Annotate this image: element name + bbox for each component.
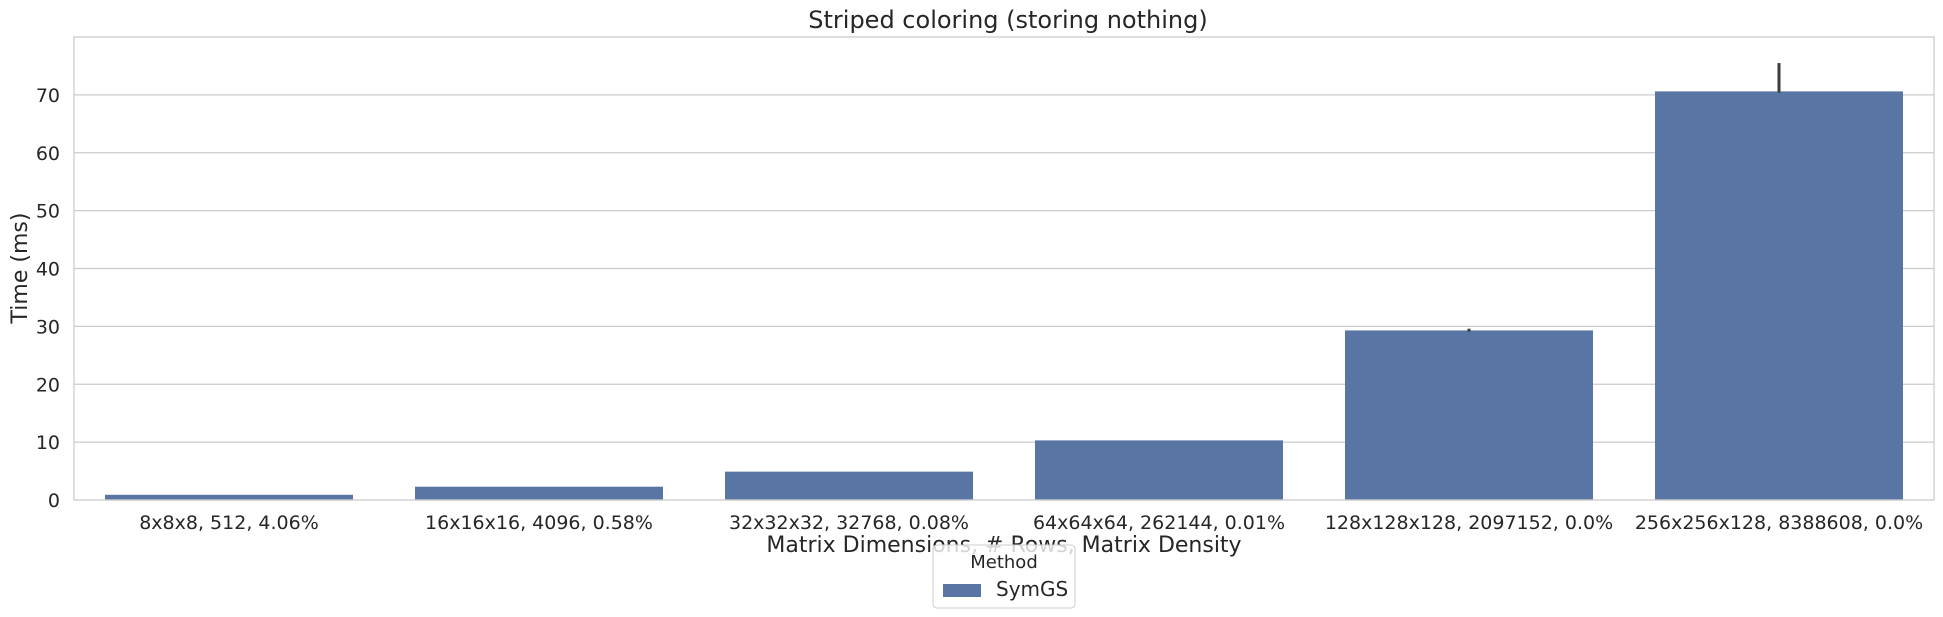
x-tick-label: 128x128x128, 2097152, 0.0% [1325, 512, 1613, 534]
y-grid [74, 94, 1934, 443]
y-tick-label: 60 [36, 143, 60, 165]
y-tick-label: 0 [48, 490, 60, 512]
y-tick-label: 20 [36, 374, 60, 396]
legend-label-symgs: SymGS [996, 577, 1068, 601]
x-tick-label: 8x8x8, 512, 4.06% [139, 512, 319, 534]
bars [105, 91, 1903, 500]
bar [1345, 330, 1593, 500]
plot-frame [73, 36, 1935, 501]
x-tick-labels: 8x8x8, 512, 4.06% 16x16x16, 4096, 0.58% 32… [139, 512, 1923, 534]
y-tick-label: 30 [36, 316, 60, 338]
y-tick-label: 40 [36, 259, 60, 281]
x-tick-label: 64x64x64, 262144, 0.01% [1033, 512, 1285, 534]
y-tick-labels: 0 10 20 30 40 50 60 70 [36, 85, 60, 512]
error-bars [1467, 63, 1781, 332]
y-tick-label: 10 [36, 432, 60, 454]
x-tick-label: 16x16x16, 4096, 0.58% [425, 512, 653, 534]
x-tick-label: 32x32x32, 32768, 0.08% [729, 512, 969, 534]
bar [1655, 91, 1903, 500]
legend-title: Method [970, 552, 1038, 573]
y-tick-label: 50 [36, 201, 60, 223]
bar [415, 486, 663, 500]
bar [1035, 440, 1283, 500]
bar [725, 471, 973, 500]
legend: Method SymGS [932, 544, 1076, 609]
x-tick-label: 256x256x128, 8388608, 0.0% [1635, 512, 1923, 534]
y-axis-label: Time (ms) [8, 213, 33, 325]
y-tick-label: 70 [36, 85, 60, 107]
bar [105, 494, 353, 500]
legend-swatch-symgs [943, 584, 981, 597]
chart-title: Striped coloring (storing nothing) [808, 6, 1207, 34]
